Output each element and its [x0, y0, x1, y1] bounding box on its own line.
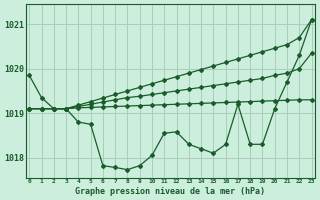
X-axis label: Graphe pression niveau de la mer (hPa): Graphe pression niveau de la mer (hPa) [76, 187, 265, 196]
